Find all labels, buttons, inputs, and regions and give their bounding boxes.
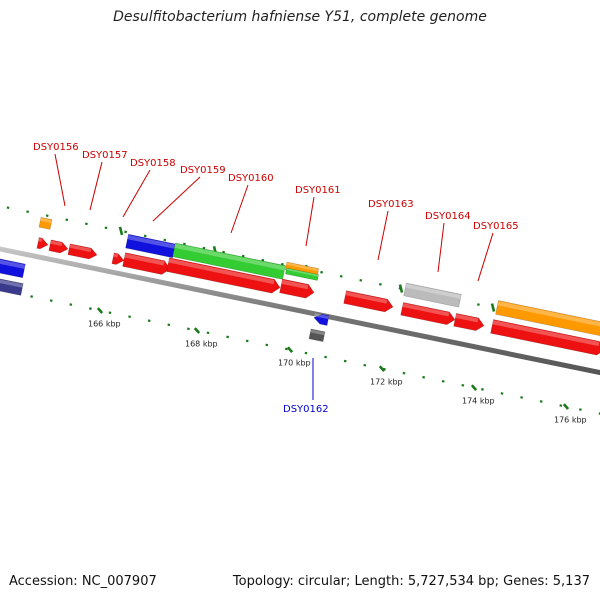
genome-summary-text: Topology: circular; Length: 5,727,534 bp… — [233, 574, 590, 589]
gene-label: DSY0156 — [33, 142, 79, 153]
gene-label-leader — [306, 197, 314, 246]
tick-label: 176 kbp — [554, 416, 587, 425]
gene-dsy0156-highlight — [38, 238, 42, 242]
gene-label-leader — [55, 154, 65, 206]
tick-label: 170 kbp — [278, 359, 311, 368]
tick-label: 166 kbp — [88, 320, 121, 329]
gene-label-leader — [378, 211, 388, 260]
gene-label: DSY0161 — [295, 185, 341, 196]
major-tick — [288, 347, 292, 352]
major-tick — [472, 385, 476, 390]
major-tick-forward — [400, 285, 402, 293]
major-tick — [380, 366, 384, 371]
gene-label-leader — [153, 177, 200, 221]
tick-label: 172 kbp — [370, 378, 403, 387]
major-tick — [98, 308, 102, 313]
genes-layer — [0, 217, 600, 355]
gene-label: DSY0165 — [473, 221, 519, 232]
gene-label: DSY0159 — [180, 165, 226, 176]
gene-label-leader — [123, 170, 150, 217]
tick-label: 168 kbp — [185, 340, 218, 349]
gene-label: DSY0158 — [130, 158, 176, 169]
gene-label: DSY0163 — [368, 199, 414, 210]
major-tick-forward — [120, 227, 122, 235]
gene-label-leader — [90, 162, 102, 210]
gene-label-leader — [231, 185, 248, 233]
accession-text: Accession: NC_007907 — [9, 574, 157, 589]
gene-dsy0156 — [37, 237, 48, 248]
major-tick — [564, 404, 568, 409]
gene-label-leader — [478, 233, 493, 281]
gene-label: DSY0157 — [82, 150, 128, 161]
gene-label: DSY0164 — [425, 211, 471, 222]
major-tick-forward — [492, 304, 494, 312]
gene-label: DSY0160 — [228, 173, 274, 184]
gene-label-leader — [438, 223, 444, 272]
tick-label: 174 kbp — [462, 397, 495, 406]
gene-label: DSY0162 — [283, 404, 329, 415]
map-title: Desulfitobacterium hafniense Y51, comple… — [0, 9, 600, 25]
major-tick — [195, 328, 199, 333]
